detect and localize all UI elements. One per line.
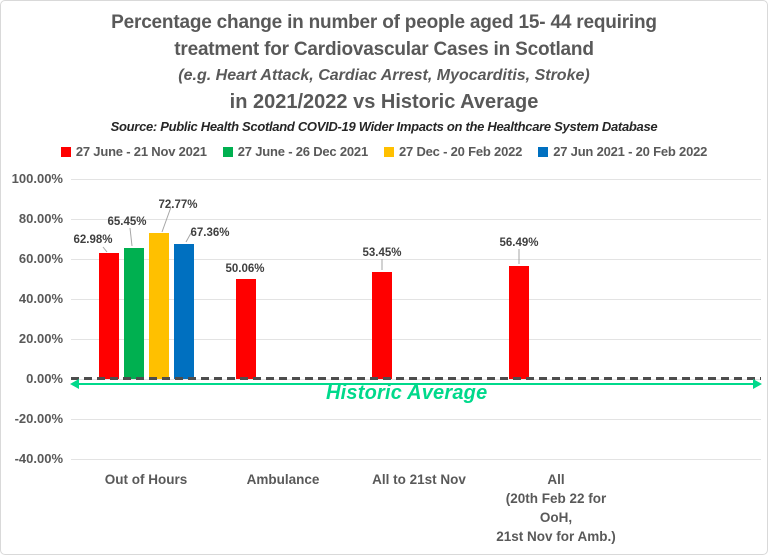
bar-27-June---21-Nov-2021-cat0 bbox=[98, 253, 119, 379]
chart-title-line4: in 2021/2022 vs Historic Average bbox=[229, 91, 539, 113]
gridline--40 bbox=[71, 459, 761, 460]
historic-average-line bbox=[79, 383, 753, 385]
bar-27-Dec---20-Feb-2022-cat0 bbox=[148, 233, 169, 379]
bar-27-Jun-2021---20-Feb-2022-cat0 bbox=[173, 244, 194, 379]
chart-title-line1: Percentage change in number of people ag… bbox=[111, 12, 657, 33]
gridline-20 bbox=[71, 339, 761, 340]
bar-27-June---21-Nov-2021-cat3 bbox=[508, 266, 529, 379]
y-axis-tick-label: 40.00% bbox=[18, 291, 63, 306]
chart-legend: 27 June - 21 Nov 2021 27 June - 26 Dec 20… bbox=[1, 144, 767, 159]
gridline-60 bbox=[71, 259, 761, 260]
data-label: 67.36% bbox=[190, 227, 230, 239]
y-axis-tick-label: 0.00% bbox=[26, 371, 63, 386]
bar-27-June---26-Dec-2021-cat0 bbox=[123, 248, 144, 379]
x-axis-label-cat3: All (20th Feb 22 for OoH, 21st Nov for A… bbox=[496, 472, 616, 544]
historic-average-arrow-left bbox=[70, 379, 79, 389]
bar-27-June---21-Nov-2021-cat1 bbox=[235, 278, 256, 379]
x-axis-label-cat1: Ambulance bbox=[246, 472, 320, 487]
chart-title-block: Percentage change in number of people ag… bbox=[1, 9, 767, 136]
data-label: 62.98% bbox=[73, 234, 113, 246]
gridline-80 bbox=[71, 219, 761, 220]
legend-item: 27 June - 21 Nov 2021 bbox=[60, 144, 207, 159]
gridline--20 bbox=[71, 419, 761, 420]
y-axis-tick-label: -40.00% bbox=[14, 451, 63, 466]
chart-title-line2: treatment for Cardiovascular Cases in Sc… bbox=[174, 39, 594, 60]
legend-item: 27 Dec - 20 Feb 2022 bbox=[383, 144, 523, 159]
historic-average-label: Historic Average bbox=[326, 382, 488, 404]
chart-source-note: Source: Public Health Scotland COVID-19 … bbox=[110, 119, 658, 134]
data-label: 56.49% bbox=[499, 237, 539, 249]
bar-27-June---21-Nov-2021-cat2 bbox=[371, 272, 392, 379]
y-axis-tick-label: 20.00% bbox=[18, 331, 63, 346]
legend-item: 27 Jun 2021 - 20 Feb 2022 bbox=[538, 144, 707, 159]
zero-baseline-dashed bbox=[71, 377, 761, 380]
y-axis-tick-label: 60.00% bbox=[18, 251, 63, 266]
y-axis-tick-label: 80.00% bbox=[18, 211, 63, 226]
legend-label: 27 June - 21 Nov 2021 bbox=[75, 144, 207, 159]
x-axis-label-cat2: All to 21st Nov bbox=[372, 472, 466, 487]
gridline-40 bbox=[71, 299, 761, 300]
legend-swatch-icon bbox=[383, 146, 394, 157]
gridline-100 bbox=[71, 179, 761, 180]
legend-label: 27 Jun 2021 - 20 Feb 2022 bbox=[553, 144, 708, 159]
data-label: 65.45% bbox=[107, 216, 147, 228]
data-label: 72.77% bbox=[158, 199, 198, 211]
legend-label: 27 June - 26 Dec 2021 bbox=[237, 144, 368, 159]
historic-average-arrow-right bbox=[753, 379, 762, 389]
legend-swatch-icon bbox=[538, 146, 549, 157]
y-axis-tick-label: 100.00% bbox=[11, 171, 63, 186]
chart-subtitle-examples: (e.g. Heart Attack, Cardiac Arrest, Myoc… bbox=[178, 67, 590, 84]
x-axis-label-cat0: Out of Hours bbox=[104, 472, 188, 487]
legend-swatch-icon bbox=[222, 146, 233, 157]
legend-item: 27 June - 26 Dec 2021 bbox=[222, 144, 368, 159]
legend-label: 27 Dec - 20 Feb 2022 bbox=[398, 144, 523, 159]
data-label: 50.06% bbox=[225, 263, 265, 275]
y-axis-tick-label: -20.00% bbox=[14, 411, 63, 426]
data-label: 53.45% bbox=[362, 247, 402, 259]
legend-swatch-icon bbox=[60, 146, 71, 157]
